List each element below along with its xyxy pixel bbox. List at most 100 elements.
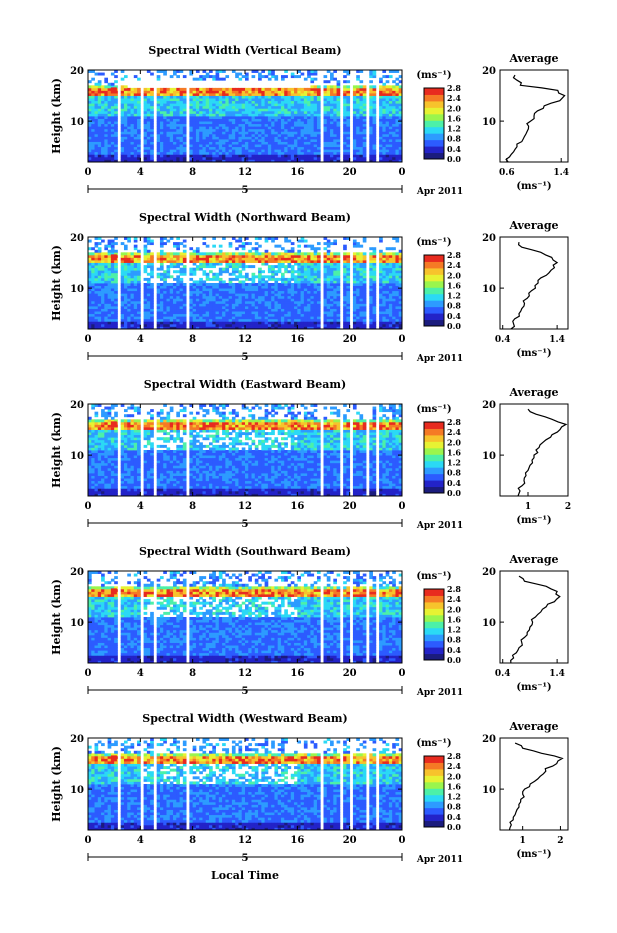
heatmap-cell xyxy=(317,270,321,273)
heatmap-cell xyxy=(317,247,321,250)
heatmap-cell xyxy=(131,298,135,301)
heatmap-cell xyxy=(301,101,305,104)
heatmap-cell xyxy=(307,75,311,78)
heatmap-cell xyxy=(104,152,108,155)
heatmap-cell xyxy=(265,275,269,278)
heatmap-cell xyxy=(193,113,197,116)
heatmap-cell xyxy=(271,96,275,99)
heatmap-cell xyxy=(238,106,242,109)
heatmap-cell xyxy=(212,263,216,266)
heatmap-cell xyxy=(317,154,321,157)
heatmap-cell xyxy=(193,136,197,139)
heatmap-cell xyxy=(137,96,141,99)
heatmap-cell xyxy=(356,103,360,106)
heatmap-cell xyxy=(124,280,128,283)
heatmap-cell xyxy=(95,134,99,137)
heatmap-cell xyxy=(356,124,360,127)
heatmap-cell xyxy=(373,108,377,111)
heatmap-cell xyxy=(121,283,125,286)
heatmap-cell xyxy=(392,149,396,152)
heatmap-cell xyxy=(274,96,278,99)
heatmap-cell xyxy=(121,88,125,91)
heatmap-cell xyxy=(284,108,288,111)
heatmap-cell xyxy=(261,296,265,299)
heatmap-cell xyxy=(134,265,138,268)
heatmap-cell xyxy=(88,316,92,319)
heatmap-cell xyxy=(137,316,141,319)
heatmap-cell xyxy=(144,101,148,104)
heatmap-cell xyxy=(170,301,174,304)
heatmap-cell xyxy=(369,129,373,132)
heatmap-cell xyxy=(255,288,259,291)
heatmap-cell xyxy=(180,88,184,91)
heatmap-cell xyxy=(216,257,220,260)
heatmap-cell xyxy=(131,101,135,104)
heatmap-cell xyxy=(324,306,328,309)
heatmap-cell xyxy=(235,291,239,294)
heatmap-cell xyxy=(173,301,177,304)
heatmap-cell xyxy=(235,311,239,314)
heatmap-cell xyxy=(157,147,161,150)
heatmap-cell xyxy=(193,255,197,258)
heatmap-cell xyxy=(265,103,269,106)
heatmap-cell xyxy=(104,139,108,142)
heatmap-cell xyxy=(157,152,161,155)
heatmap-cell xyxy=(121,85,125,88)
heatmap-cell xyxy=(373,129,377,132)
heatmap-cell xyxy=(356,111,360,114)
heatmap-cell xyxy=(314,106,318,109)
heatmap-cell xyxy=(91,283,95,286)
heatmap-cell xyxy=(114,98,118,101)
heatmap-cell xyxy=(206,260,210,263)
heatmap-cell xyxy=(147,321,151,324)
heatmap-cell xyxy=(88,108,92,111)
heatmap-cell xyxy=(127,111,131,114)
heatmap-cell xyxy=(101,88,105,91)
heatmap-cell xyxy=(121,257,125,260)
heatmap-cell xyxy=(337,311,341,314)
heatmap-cell xyxy=(163,324,167,327)
heatmap-cell xyxy=(196,116,200,119)
heatmap-cell xyxy=(395,154,399,157)
heatmap-cell xyxy=(317,119,321,122)
heatmap-cell xyxy=(144,314,148,317)
heatmap-cell xyxy=(307,288,311,291)
heatmap-cell xyxy=(386,93,390,96)
heatmap-cell xyxy=(114,113,118,116)
heatmap-cell xyxy=(382,90,386,93)
heatmap-cell xyxy=(297,270,301,273)
heatmap-cell xyxy=(271,134,275,137)
heatmap-cell xyxy=(91,311,95,314)
heatmap-cell xyxy=(327,88,331,91)
heatmap-cell xyxy=(212,152,216,155)
heatmap-cell xyxy=(301,152,305,155)
heatmap-cell xyxy=(219,288,223,291)
heatmap-cell xyxy=(196,124,200,127)
heatmap-cell xyxy=(232,152,236,155)
heatmap-cell xyxy=(304,240,308,243)
heatmap-cell xyxy=(180,111,184,114)
heatmap-cell xyxy=(337,280,341,283)
heatmap-cell xyxy=(91,301,95,304)
heatmap-cell xyxy=(265,280,269,283)
heatmap-cell xyxy=(337,157,341,160)
heatmap-cell xyxy=(271,288,275,291)
heatmap-cell xyxy=(278,139,282,142)
heatmap-cell xyxy=(281,149,285,152)
heatmap-cell xyxy=(327,152,331,155)
heatmap-cell xyxy=(147,119,151,122)
heatmap-cell xyxy=(386,131,390,134)
heatmap-cell xyxy=(196,293,200,296)
heatmap-cell xyxy=(301,106,305,109)
heatmap-cell xyxy=(137,111,141,114)
heatmap-cell xyxy=(131,324,135,327)
heatmap-cell xyxy=(297,116,301,119)
heatmap-cell xyxy=(261,324,265,327)
heatmap-cell xyxy=(180,314,184,317)
heatmap-cell xyxy=(333,88,337,91)
heatmap-cell xyxy=(297,147,301,150)
heatmap-cell xyxy=(183,98,187,101)
heatmap-cell xyxy=(180,280,184,283)
heatmap-cell xyxy=(291,149,295,152)
heatmap-cell xyxy=(235,265,239,268)
